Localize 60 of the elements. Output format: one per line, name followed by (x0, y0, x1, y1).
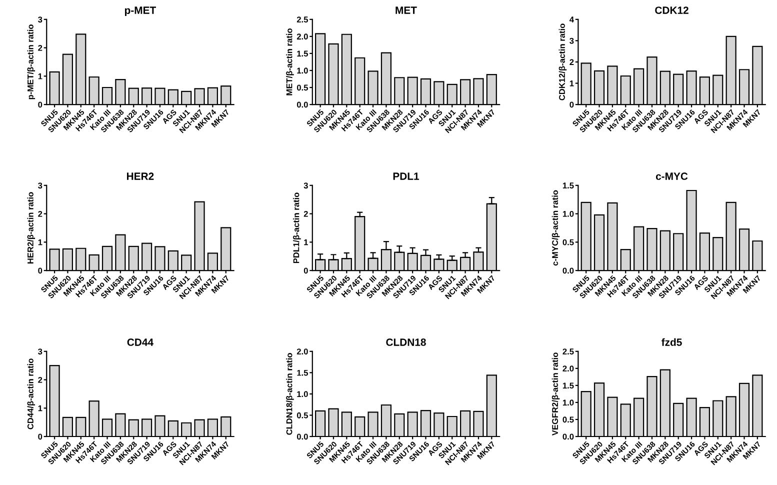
chart-title: PDL1 (393, 172, 420, 180)
chart-title: p-MET (124, 6, 156, 16)
y-tick-label: 1.5 (297, 370, 308, 376)
y-tick-label: 0 (38, 102, 42, 108)
y-tick-label: 2 (570, 59, 574, 65)
y-tick-label: 2.0 (562, 366, 574, 372)
y-tick-label: 0.0 (296, 102, 308, 108)
y-axis-title: c-MYC/β-actin ratio (552, 190, 560, 266)
y-tick-label: 0.5 (562, 416, 574, 423)
y-axis-title: CD44/β-actin ratio (27, 358, 36, 430)
y-tick-label: 0 (304, 268, 308, 274)
y-tick-label: 1 (38, 239, 42, 246)
y-tick-label: 1 (38, 73, 42, 80)
y-axis-title: CLDN18/β-actin ratio (286, 353, 294, 435)
y-tick-label: 2 (304, 210, 308, 217)
y-tick-label: 0.0 (562, 268, 574, 274)
y-tick-label: 0.5 (296, 84, 308, 91)
y-tick-label: 1.0 (297, 391, 308, 398)
y-axis-title: MET/β-actin ratio (286, 28, 294, 96)
y-tick-label: 0 (570, 102, 574, 108)
y-axis-title: PDL1/β-actin ratio (293, 192, 301, 264)
chart-title: fzd5 (662, 338, 682, 346)
y-tick-label: 1.0 (562, 400, 574, 406)
chart-title: MET (396, 6, 417, 14)
y-tick-label: 2 (38, 376, 42, 383)
y-tick-label: 1 (304, 239, 308, 246)
y-tick-label: 1.0 (562, 210, 574, 217)
y-tick-label: 2.5 (562, 348, 574, 354)
chart-title: CLDN18 (386, 338, 426, 346)
y-tick-label: 0.0 (562, 434, 574, 440)
y-tick-label: 1.5 (562, 382, 574, 389)
y-tick-label: 1 (570, 80, 574, 86)
chart-title: CDK12 (655, 6, 688, 14)
y-axis-title: HER2/β-actin ratio (27, 192, 36, 264)
y-tick-label: 1.5 (297, 50, 308, 57)
y-tick-label: 0 (38, 434, 42, 440)
y-tick-label: 0.5 (296, 412, 308, 418)
y-tick-label: 3 (38, 16, 42, 23)
y-tick-label: 2 (38, 210, 42, 217)
chart-title: CD44 (127, 338, 154, 346)
y-tick-label: 1 (38, 405, 42, 412)
y-tick-label: 4 (570, 16, 574, 22)
y-tick-label: 3 (38, 182, 42, 188)
y-tick-label: 2.0 (296, 34, 308, 40)
chart-title: HER2 (127, 172, 154, 180)
y-axis-title: VEGFR2/β-actin ratio (552, 352, 560, 436)
y-tick-label: 3 (570, 38, 574, 44)
y-tick-label: 1.0 (297, 68, 308, 74)
y-tick-label: 3 (304, 182, 308, 188)
y-axis-title: p-MET/β-actin ratio (27, 24, 36, 100)
y-tick-label: 0.5 (562, 239, 574, 246)
y-tick-label: 2.0 (296, 348, 308, 354)
y-tick-label: 2 (38, 44, 42, 51)
y-tick-label: 0 (38, 268, 42, 274)
y-tick-label: 2.5 (296, 16, 308, 22)
y-tick-label: 1.5 (562, 182, 574, 188)
y-tick-label: 3 (38, 348, 42, 354)
chart-title: c-MYC (656, 172, 688, 180)
y-tick-label: 0.0 (296, 434, 308, 440)
y-axis-title: CDK12/β-actin ratio (558, 24, 567, 100)
